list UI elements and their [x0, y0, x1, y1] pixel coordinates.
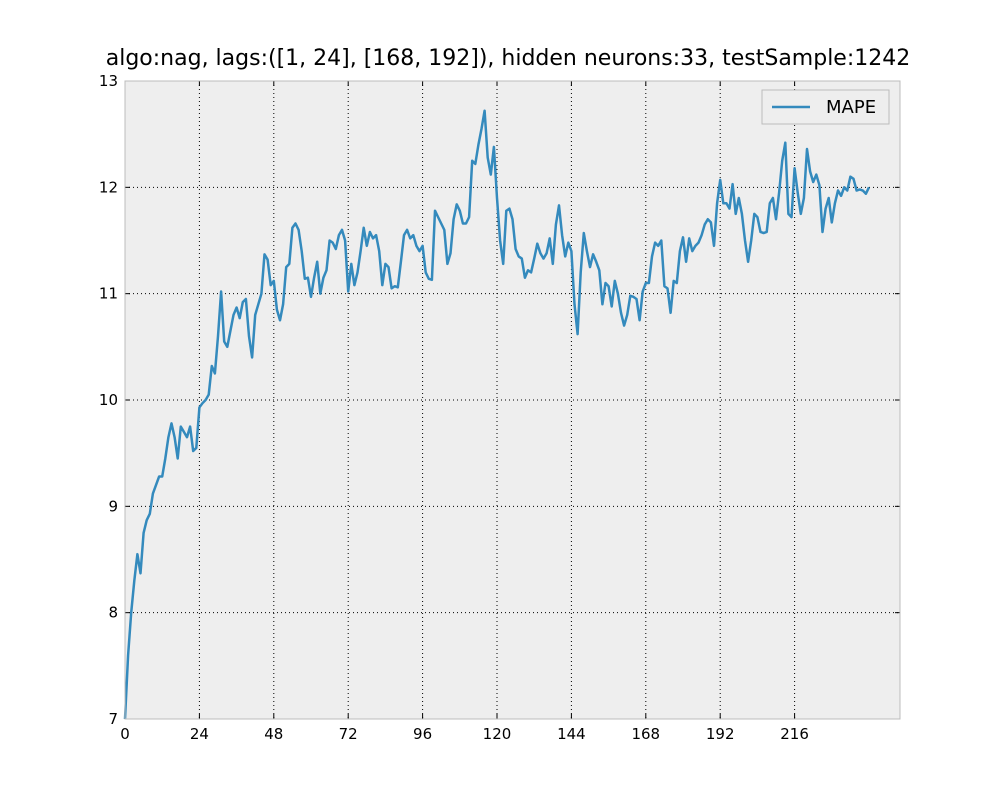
x-tick-label: 24 — [190, 725, 209, 743]
chart-title: algo:nag, lags:([1, 24], [168, 192]), hi… — [106, 46, 911, 71]
y-tick-label: 7 — [108, 710, 118, 728]
x-tick-label: 48 — [264, 725, 283, 743]
legend: MAPE — [761, 89, 890, 125]
x-tick-label: 96 — [413, 725, 432, 743]
y-tick-label: 8 — [108, 604, 118, 622]
grid — [124, 80, 900, 720]
x-tick-label: 144 — [557, 725, 586, 743]
plot — [123, 109, 871, 720]
x-tick-label: 0 — [120, 725, 130, 743]
y-tick-label: 10 — [99, 391, 118, 409]
plot-frame — [124, 80, 901, 720]
x-tick-label: 120 — [483, 725, 512, 743]
x-tick-label: 72 — [339, 725, 358, 743]
x-tick-label: 192 — [706, 725, 735, 743]
y-tick-label: 11 — [99, 285, 118, 303]
legend-label: MAPE — [826, 97, 876, 118]
plot-background — [125, 81, 900, 719]
x-tick-label: 216 — [780, 725, 809, 743]
y-tick-label: 13 — [99, 72, 118, 90]
y-tick-label: 9 — [108, 497, 118, 515]
y-tick-label: 12 — [99, 178, 118, 196]
x-tick-label: 168 — [631, 725, 660, 743]
series-line — [123, 109, 871, 720]
